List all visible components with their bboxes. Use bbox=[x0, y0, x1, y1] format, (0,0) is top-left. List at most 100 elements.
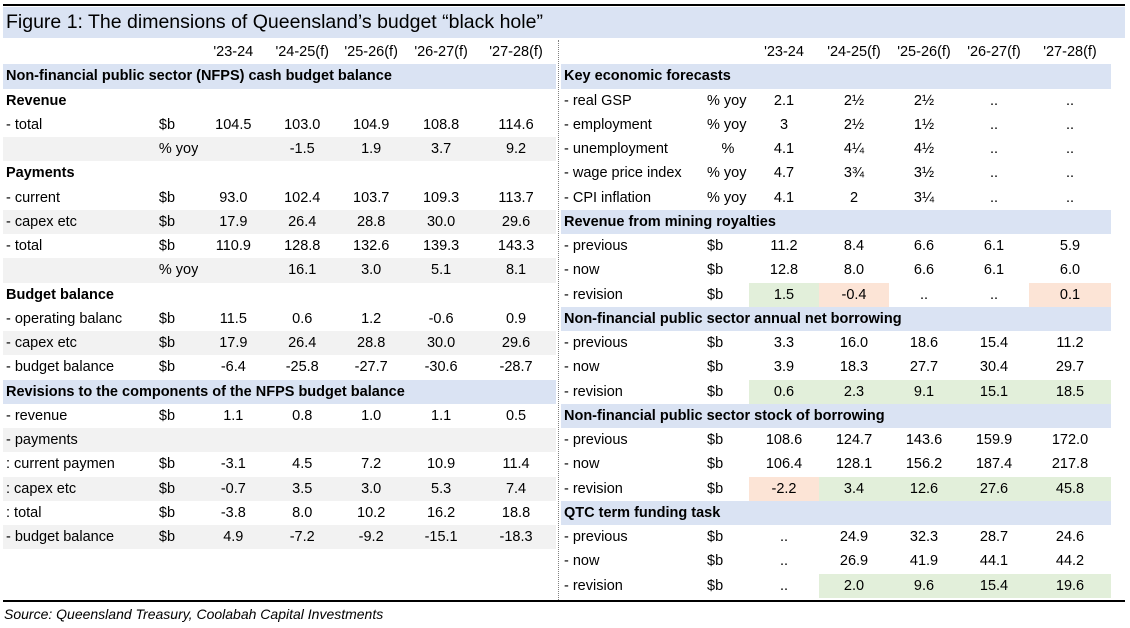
value-cell: 29.6 bbox=[476, 331, 556, 356]
value-cell: 3.7 bbox=[406, 137, 477, 162]
value-cell: 26.4 bbox=[268, 331, 337, 356]
row-label: - previous bbox=[564, 238, 628, 255]
figure-title: Figure 1: The dimensions of Queensland’s… bbox=[3, 7, 1125, 38]
value-cell: 11.2 bbox=[770, 238, 798, 255]
value-cell: .. bbox=[779, 553, 789, 570]
nfps-budget-table: '23-24 '24-25(f) '25-26(f) '26-27(f) '27-28(… bbox=[3, 40, 556, 550]
value-cell: 19.6 bbox=[1029, 573, 1111, 598]
row-unit: % yoy bbox=[707, 116, 747, 133]
row-unit: $b bbox=[707, 262, 724, 279]
row-label: - unemployment bbox=[564, 141, 668, 158]
value-cell bbox=[198, 283, 268, 307]
value-cell: 1.2 bbox=[361, 310, 382, 327]
value-cell: -25.8 bbox=[285, 359, 319, 376]
row-unit: $b bbox=[707, 480, 724, 497]
value-cell: .. bbox=[779, 577, 789, 594]
right-panel: '23-24 '24-25(f) '25-26(f) '26-27(f) '27-28(… bbox=[561, 40, 1114, 598]
row-label: - total bbox=[6, 238, 43, 255]
value-cell: 3½ bbox=[913, 165, 935, 182]
column-header: '25-26(f) bbox=[344, 44, 398, 61]
row-label: - previous bbox=[564, 432, 628, 449]
column-header: '23-24 bbox=[764, 44, 804, 61]
value-cell: 3.0 bbox=[336, 476, 407, 501]
value-cell: 17.9 bbox=[198, 331, 269, 356]
value-cell: 41.9 bbox=[909, 553, 939, 570]
value-cell: 9.6 bbox=[889, 573, 959, 598]
value-cell: 0.6 bbox=[292, 310, 313, 327]
table-row: - total $b 104.5 103.0 104.9 108.8 114.6 bbox=[3, 113, 556, 137]
section-header-row: Revenue from mining royalties bbox=[561, 209, 1111, 234]
top-rule bbox=[3, 4, 1125, 6]
column-header: '24-25(f) bbox=[275, 44, 329, 61]
value-cell: 15.4 bbox=[979, 335, 1009, 352]
value-cell: 29.6 bbox=[476, 209, 556, 234]
header-unit-spacer bbox=[703, 40, 749, 64]
row-unit: $b bbox=[158, 116, 176, 133]
value-cell: 12.8 bbox=[769, 262, 799, 279]
value-cell: 3.4 bbox=[819, 476, 889, 501]
row-unit bbox=[155, 89, 199, 113]
value-cell: .. bbox=[989, 286, 999, 303]
value-cell: 2.1 bbox=[773, 92, 795, 109]
value-cell: 104.9 bbox=[353, 116, 390, 133]
value-cell: 24.6 bbox=[1055, 529, 1085, 546]
row-label: - capex etc bbox=[3, 331, 155, 356]
row-unit: $b bbox=[707, 286, 724, 303]
table-row: : total $b -3.8 8.0 10.2 16.2 18.8 bbox=[3, 501, 556, 525]
value-cell bbox=[198, 161, 268, 185]
row-unit: % yoy bbox=[154, 258, 199, 283]
row-label: Revenue bbox=[6, 92, 67, 109]
row-unit: $b bbox=[707, 432, 724, 449]
table-row: - previous $b.. 24.9 32.3 28.7 24.6 bbox=[561, 525, 1111, 549]
value-cell: 10.9 bbox=[426, 456, 456, 473]
section-title: Revisions to the components of the NFPS … bbox=[3, 379, 556, 404]
economic-forecasts-table: '23-24 '24-25(f) '25-26(f) '26-27(f) '27-28(… bbox=[561, 40, 1111, 598]
table-row: : capex etc $b -0.7 3.5 3.0 5.3 7.4 bbox=[3, 476, 556, 501]
value-cell: 3.0 bbox=[336, 258, 407, 283]
value-cell: 4¼ bbox=[843, 141, 865, 158]
value-cell: 2½ bbox=[843, 92, 865, 109]
column-header-row: '23-24 '24-25(f) '25-26(f) '26-27(f) '27-28(… bbox=[3, 40, 556, 64]
section-header-row: Non-financial public sector stock of bor… bbox=[561, 403, 1111, 428]
value-cell: .. bbox=[1065, 116, 1075, 133]
value-cell: 0.1 bbox=[1029, 282, 1111, 307]
value-cell: 0.6 bbox=[749, 379, 819, 404]
value-cell: 4.1 bbox=[773, 189, 795, 206]
row-unit: $b bbox=[707, 238, 724, 255]
table-row: - CPI inflation % yoy 4.1 2 3¼.... bbox=[561, 186, 1111, 210]
row-label: - capex etc bbox=[3, 209, 155, 234]
table-row: - now $b 3.9 18.3 27.7 30.4 29.7 bbox=[561, 355, 1111, 379]
value-cell: .. bbox=[1065, 92, 1075, 109]
row-unit: $b bbox=[158, 504, 176, 521]
value-cell: -2.2 bbox=[749, 476, 819, 501]
value-cell bbox=[336, 428, 407, 453]
value-cell: 5.3 bbox=[406, 476, 477, 501]
value-cell: 7.4 bbox=[476, 476, 556, 501]
value-cell: 108.8 bbox=[422, 116, 460, 133]
bottom-rule bbox=[3, 600, 1125, 602]
value-cell bbox=[198, 258, 269, 283]
row-label: - now bbox=[564, 262, 600, 279]
section-header-row: Revisions to the components of the NFPS … bbox=[3, 379, 556, 404]
row-label bbox=[3, 137, 155, 162]
value-cell: 1.0 bbox=[361, 407, 382, 424]
section-header-row: Key economic forecasts bbox=[561, 64, 1111, 89]
section-header-row: Non-financial public sector (NFPS) cash … bbox=[3, 64, 556, 89]
row-unit bbox=[154, 428, 199, 453]
value-cell: 3 bbox=[779, 116, 789, 133]
value-cell: -28.7 bbox=[499, 359, 533, 376]
row-label: - revision bbox=[564, 286, 623, 303]
value-cell: .. bbox=[779, 529, 789, 546]
column-header: '27-28(f) bbox=[489, 44, 543, 61]
value-cell: -30.6 bbox=[424, 359, 458, 376]
value-cell: 217.8 bbox=[1051, 456, 1089, 473]
header-spacer bbox=[561, 40, 703, 64]
value-cell: 172.0 bbox=[1051, 432, 1089, 449]
subsection-row: Payments bbox=[3, 161, 556, 185]
value-cell: 143.6 bbox=[905, 432, 943, 449]
row-label: - now bbox=[564, 456, 600, 473]
value-cell bbox=[406, 161, 476, 185]
header-spacer bbox=[3, 40, 155, 64]
row-label: - now bbox=[564, 553, 600, 570]
row-label: - real GSP bbox=[564, 92, 632, 109]
